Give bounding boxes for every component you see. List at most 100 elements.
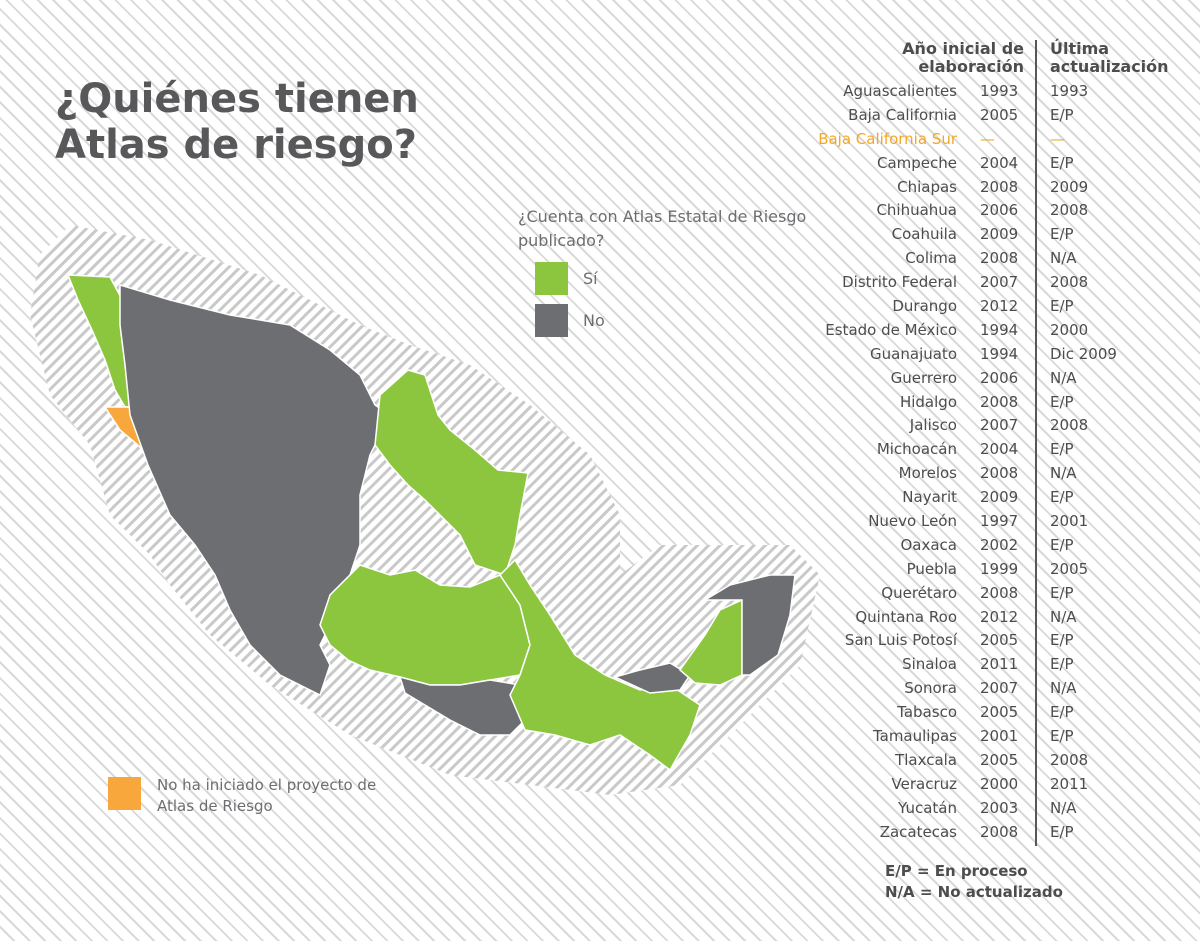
legend-not-started-label: No ha iniciado el proyecto de Atlas de R… bbox=[157, 776, 377, 815]
last-update: E/P bbox=[1050, 631, 1074, 650]
region-green-northeast bbox=[374, 369, 529, 576]
table-row: Sinaloa 2011 E/P bbox=[760, 653, 1200, 677]
initial-year: 2008 bbox=[980, 177, 1019, 196]
state-name: Puebla bbox=[906, 559, 957, 578]
state-name: Estado de México bbox=[825, 320, 957, 339]
legend-no: No bbox=[535, 304, 605, 337]
initial-year: 2007 bbox=[980, 273, 1019, 292]
initial-year: 2008 bbox=[980, 822, 1019, 841]
table-row: Zacatecas 2008 E/P bbox=[760, 821, 1200, 845]
state-name: Tabasco bbox=[897, 703, 957, 722]
table-row: Guerrero 2006 N/A bbox=[760, 367, 1200, 391]
table-row: Puebla 1999 2005 bbox=[760, 558, 1200, 582]
table-row: San Luis Potosí 2005 E/P bbox=[760, 629, 1200, 653]
initial-year: 2011 bbox=[980, 655, 1019, 674]
table-row: Baja California Sur — — bbox=[760, 128, 1200, 152]
initial-year: 1994 bbox=[980, 344, 1019, 363]
last-update: 2001 bbox=[1050, 512, 1089, 531]
initial-year: 2007 bbox=[980, 416, 1019, 435]
state-name: Chiapas bbox=[897, 177, 957, 196]
last-update: E/P bbox=[1050, 535, 1074, 554]
initial-year: 2008 bbox=[980, 464, 1019, 483]
initial-year: 2004 bbox=[980, 440, 1019, 459]
table-row: Campeche 2004 E/P bbox=[760, 152, 1200, 176]
table-row: Tlaxcala 2005 2008 bbox=[760, 749, 1200, 773]
last-update: E/P bbox=[1050, 488, 1074, 507]
note-ep: E/P = En proceso bbox=[885, 862, 1028, 880]
table-row: Quintana Roo 2012 N/A bbox=[760, 606, 1200, 630]
table-divider bbox=[1035, 40, 1037, 846]
last-update: Dic 2009 bbox=[1050, 344, 1117, 363]
table-row: Chiapas 2008 2009 bbox=[760, 176, 1200, 200]
initial-year: 2008 bbox=[980, 249, 1019, 268]
last-update: 1993 bbox=[1050, 82, 1089, 100]
initial-year: 2006 bbox=[980, 368, 1019, 387]
last-update: — bbox=[1050, 129, 1065, 148]
table-row: Durango 2012 E/P bbox=[760, 295, 1200, 319]
last-update: N/A bbox=[1050, 464, 1077, 483]
table-header-initial-year: Año inicial de elaboración bbox=[902, 39, 1024, 76]
state-name: Sonora bbox=[904, 679, 957, 698]
state-name: Quintana Roo bbox=[855, 607, 957, 626]
initial-year: 2006 bbox=[980, 201, 1019, 220]
last-update: E/P bbox=[1050, 440, 1074, 459]
state-name: Tamaulipas bbox=[872, 727, 957, 746]
initial-year: 2003 bbox=[980, 798, 1019, 817]
last-update: 2011 bbox=[1050, 774, 1089, 793]
last-update: E/P bbox=[1050, 153, 1074, 172]
initial-year: 2012 bbox=[980, 297, 1019, 316]
initial-year: 2005 bbox=[980, 105, 1019, 124]
state-name: Durango bbox=[892, 297, 957, 316]
table-row: Aguascalientes 1993 1993 bbox=[760, 80, 1200, 104]
initial-year: 2005 bbox=[980, 703, 1019, 722]
table-row: Distrito Federal 2007 2008 bbox=[760, 271, 1200, 295]
initial-year: 1999 bbox=[980, 559, 1019, 578]
state-name: Tlaxcala bbox=[895, 750, 957, 769]
last-update: N/A bbox=[1050, 249, 1077, 268]
table-row: Chihuahua 2006 2008 bbox=[760, 199, 1200, 223]
table-row: Yucatán 2003 N/A bbox=[760, 797, 1200, 821]
initial-year: 2005 bbox=[980, 750, 1019, 769]
table-row: Michoacán 2004 E/P bbox=[760, 438, 1200, 462]
initial-year: 2008 bbox=[980, 392, 1019, 411]
table-row: Nayarit 2009 E/P bbox=[760, 486, 1200, 510]
table-header-last-update: Última actualización bbox=[1050, 39, 1169, 76]
initial-year: — bbox=[980, 129, 995, 148]
initial-year: 2012 bbox=[980, 607, 1019, 626]
table-row: Sonora 2007 N/A bbox=[760, 677, 1200, 701]
state-name: Nayarit bbox=[902, 488, 957, 507]
table-row: Querétaro 2008 E/P bbox=[760, 582, 1200, 606]
last-update: E/P bbox=[1050, 392, 1074, 411]
legend-not-started-swatch bbox=[108, 777, 141, 810]
state-name: Baja California bbox=[848, 105, 957, 124]
state-name: Coahuila bbox=[891, 225, 957, 244]
region-gray-yucatan bbox=[702, 574, 796, 676]
initial-year: 2009 bbox=[980, 488, 1019, 507]
table-row: Tamaulipas 2001 E/P bbox=[760, 725, 1200, 749]
initial-year: 1997 bbox=[980, 512, 1019, 531]
initial-year: 2004 bbox=[980, 153, 1019, 172]
state-name: Morelos bbox=[898, 464, 957, 483]
initial-year: 2002 bbox=[980, 535, 1019, 554]
legend-no-swatch bbox=[535, 304, 568, 337]
table-row: Hidalgo 2008 E/P bbox=[760, 391, 1200, 415]
last-update: E/P bbox=[1050, 297, 1074, 316]
table-row: Oaxaca 2002 E/P bbox=[760, 534, 1200, 558]
table-row: Tabasco 2005 E/P bbox=[760, 701, 1200, 725]
state-name: Hidalgo bbox=[899, 392, 957, 411]
state-name: Oaxaca bbox=[900, 535, 957, 554]
table-row: Jalisco 2007 2008 bbox=[760, 414, 1200, 438]
initial-year: 2007 bbox=[980, 679, 1019, 698]
legend-yes: Sí bbox=[535, 262, 598, 295]
table-row: Colima 2008 N/A bbox=[760, 247, 1200, 271]
last-update: 2008 bbox=[1050, 201, 1089, 220]
legend-question: ¿Cuenta con Atlas Estatal de Riesgo publ… bbox=[518, 207, 807, 250]
state-name: Aguascalientes bbox=[843, 82, 957, 100]
initial-year: 2008 bbox=[980, 583, 1019, 602]
state-table: Aguascalientes 1993 1993 Baja California 200… bbox=[760, 80, 1200, 845]
note-na: N/A = No actualizado bbox=[885, 883, 1063, 901]
legend-yes-swatch bbox=[535, 262, 568, 295]
state-name: San Luis Potosí bbox=[844, 631, 957, 650]
last-update: N/A bbox=[1050, 368, 1077, 387]
initial-year: 2001 bbox=[980, 727, 1019, 746]
